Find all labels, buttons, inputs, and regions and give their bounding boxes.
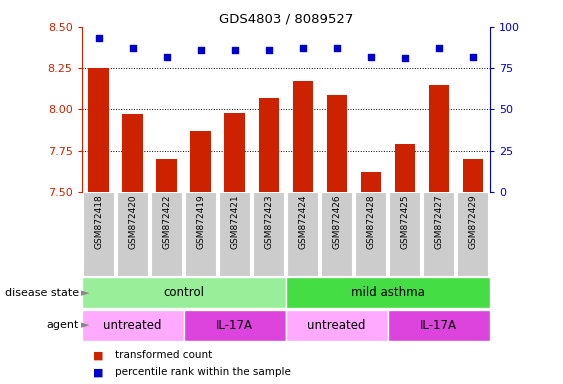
- Text: GSM872420: GSM872420: [128, 195, 137, 249]
- Text: untreated: untreated: [307, 319, 366, 332]
- Bar: [83, 192, 114, 276]
- Point: [230, 47, 239, 53]
- Bar: [463, 159, 483, 192]
- Bar: [389, 192, 421, 276]
- Point: [367, 53, 376, 60]
- Bar: [388, 310, 490, 341]
- Bar: [457, 192, 489, 276]
- Point: [400, 55, 409, 61]
- Text: ►: ►: [81, 320, 89, 331]
- Text: transformed count: transformed count: [115, 350, 213, 360]
- Text: untreated: untreated: [104, 319, 162, 332]
- Bar: [190, 131, 211, 192]
- Text: GSM872427: GSM872427: [434, 195, 443, 249]
- Text: ►: ►: [81, 288, 89, 298]
- Bar: [151, 192, 182, 276]
- Bar: [253, 192, 284, 276]
- Text: mild asthma: mild asthma: [351, 286, 425, 299]
- Bar: [185, 192, 216, 276]
- Text: IL-17A: IL-17A: [216, 319, 253, 332]
- Bar: [428, 84, 449, 192]
- Text: agent: agent: [46, 320, 79, 331]
- Text: IL-17A: IL-17A: [421, 319, 457, 332]
- Bar: [327, 94, 347, 192]
- Point: [162, 53, 171, 60]
- Text: GSM872426: GSM872426: [332, 195, 341, 249]
- Text: GSM872423: GSM872423: [264, 195, 273, 249]
- Bar: [293, 81, 313, 192]
- Bar: [423, 192, 454, 276]
- Bar: [285, 310, 388, 341]
- Bar: [285, 277, 490, 308]
- Text: GSM872419: GSM872419: [196, 195, 205, 249]
- Text: GSM872428: GSM872428: [367, 195, 376, 249]
- Bar: [321, 192, 352, 276]
- Point: [434, 45, 443, 51]
- Bar: [123, 114, 143, 192]
- Point: [196, 47, 205, 53]
- Point: [264, 47, 273, 53]
- Text: GSM872425: GSM872425: [400, 195, 409, 249]
- Text: GSM872421: GSM872421: [230, 195, 239, 249]
- Bar: [225, 113, 245, 192]
- Point: [94, 35, 103, 41]
- Text: percentile rank within the sample: percentile rank within the sample: [115, 367, 291, 377]
- Text: disease state: disease state: [5, 288, 79, 298]
- Bar: [88, 68, 109, 192]
- Bar: [360, 172, 381, 192]
- Title: GDS4803 / 8089527: GDS4803 / 8089527: [218, 13, 353, 26]
- Bar: [184, 310, 286, 341]
- Bar: [287, 192, 319, 276]
- Point: [468, 53, 477, 60]
- Bar: [117, 192, 148, 276]
- Text: ■: ■: [93, 367, 104, 377]
- Bar: [157, 159, 177, 192]
- Bar: [82, 310, 184, 341]
- Bar: [258, 98, 279, 192]
- Text: GSM872429: GSM872429: [468, 195, 477, 249]
- Point: [298, 45, 307, 51]
- Bar: [82, 277, 285, 308]
- Text: control: control: [163, 286, 204, 299]
- Point: [332, 45, 341, 51]
- Point: [128, 45, 137, 51]
- Bar: [355, 192, 386, 276]
- Text: GSM872422: GSM872422: [162, 195, 171, 249]
- Text: GSM872424: GSM872424: [298, 195, 307, 249]
- Text: GSM872418: GSM872418: [94, 195, 103, 249]
- Bar: [219, 192, 251, 276]
- Bar: [395, 144, 415, 192]
- Text: ■: ■: [93, 350, 104, 360]
